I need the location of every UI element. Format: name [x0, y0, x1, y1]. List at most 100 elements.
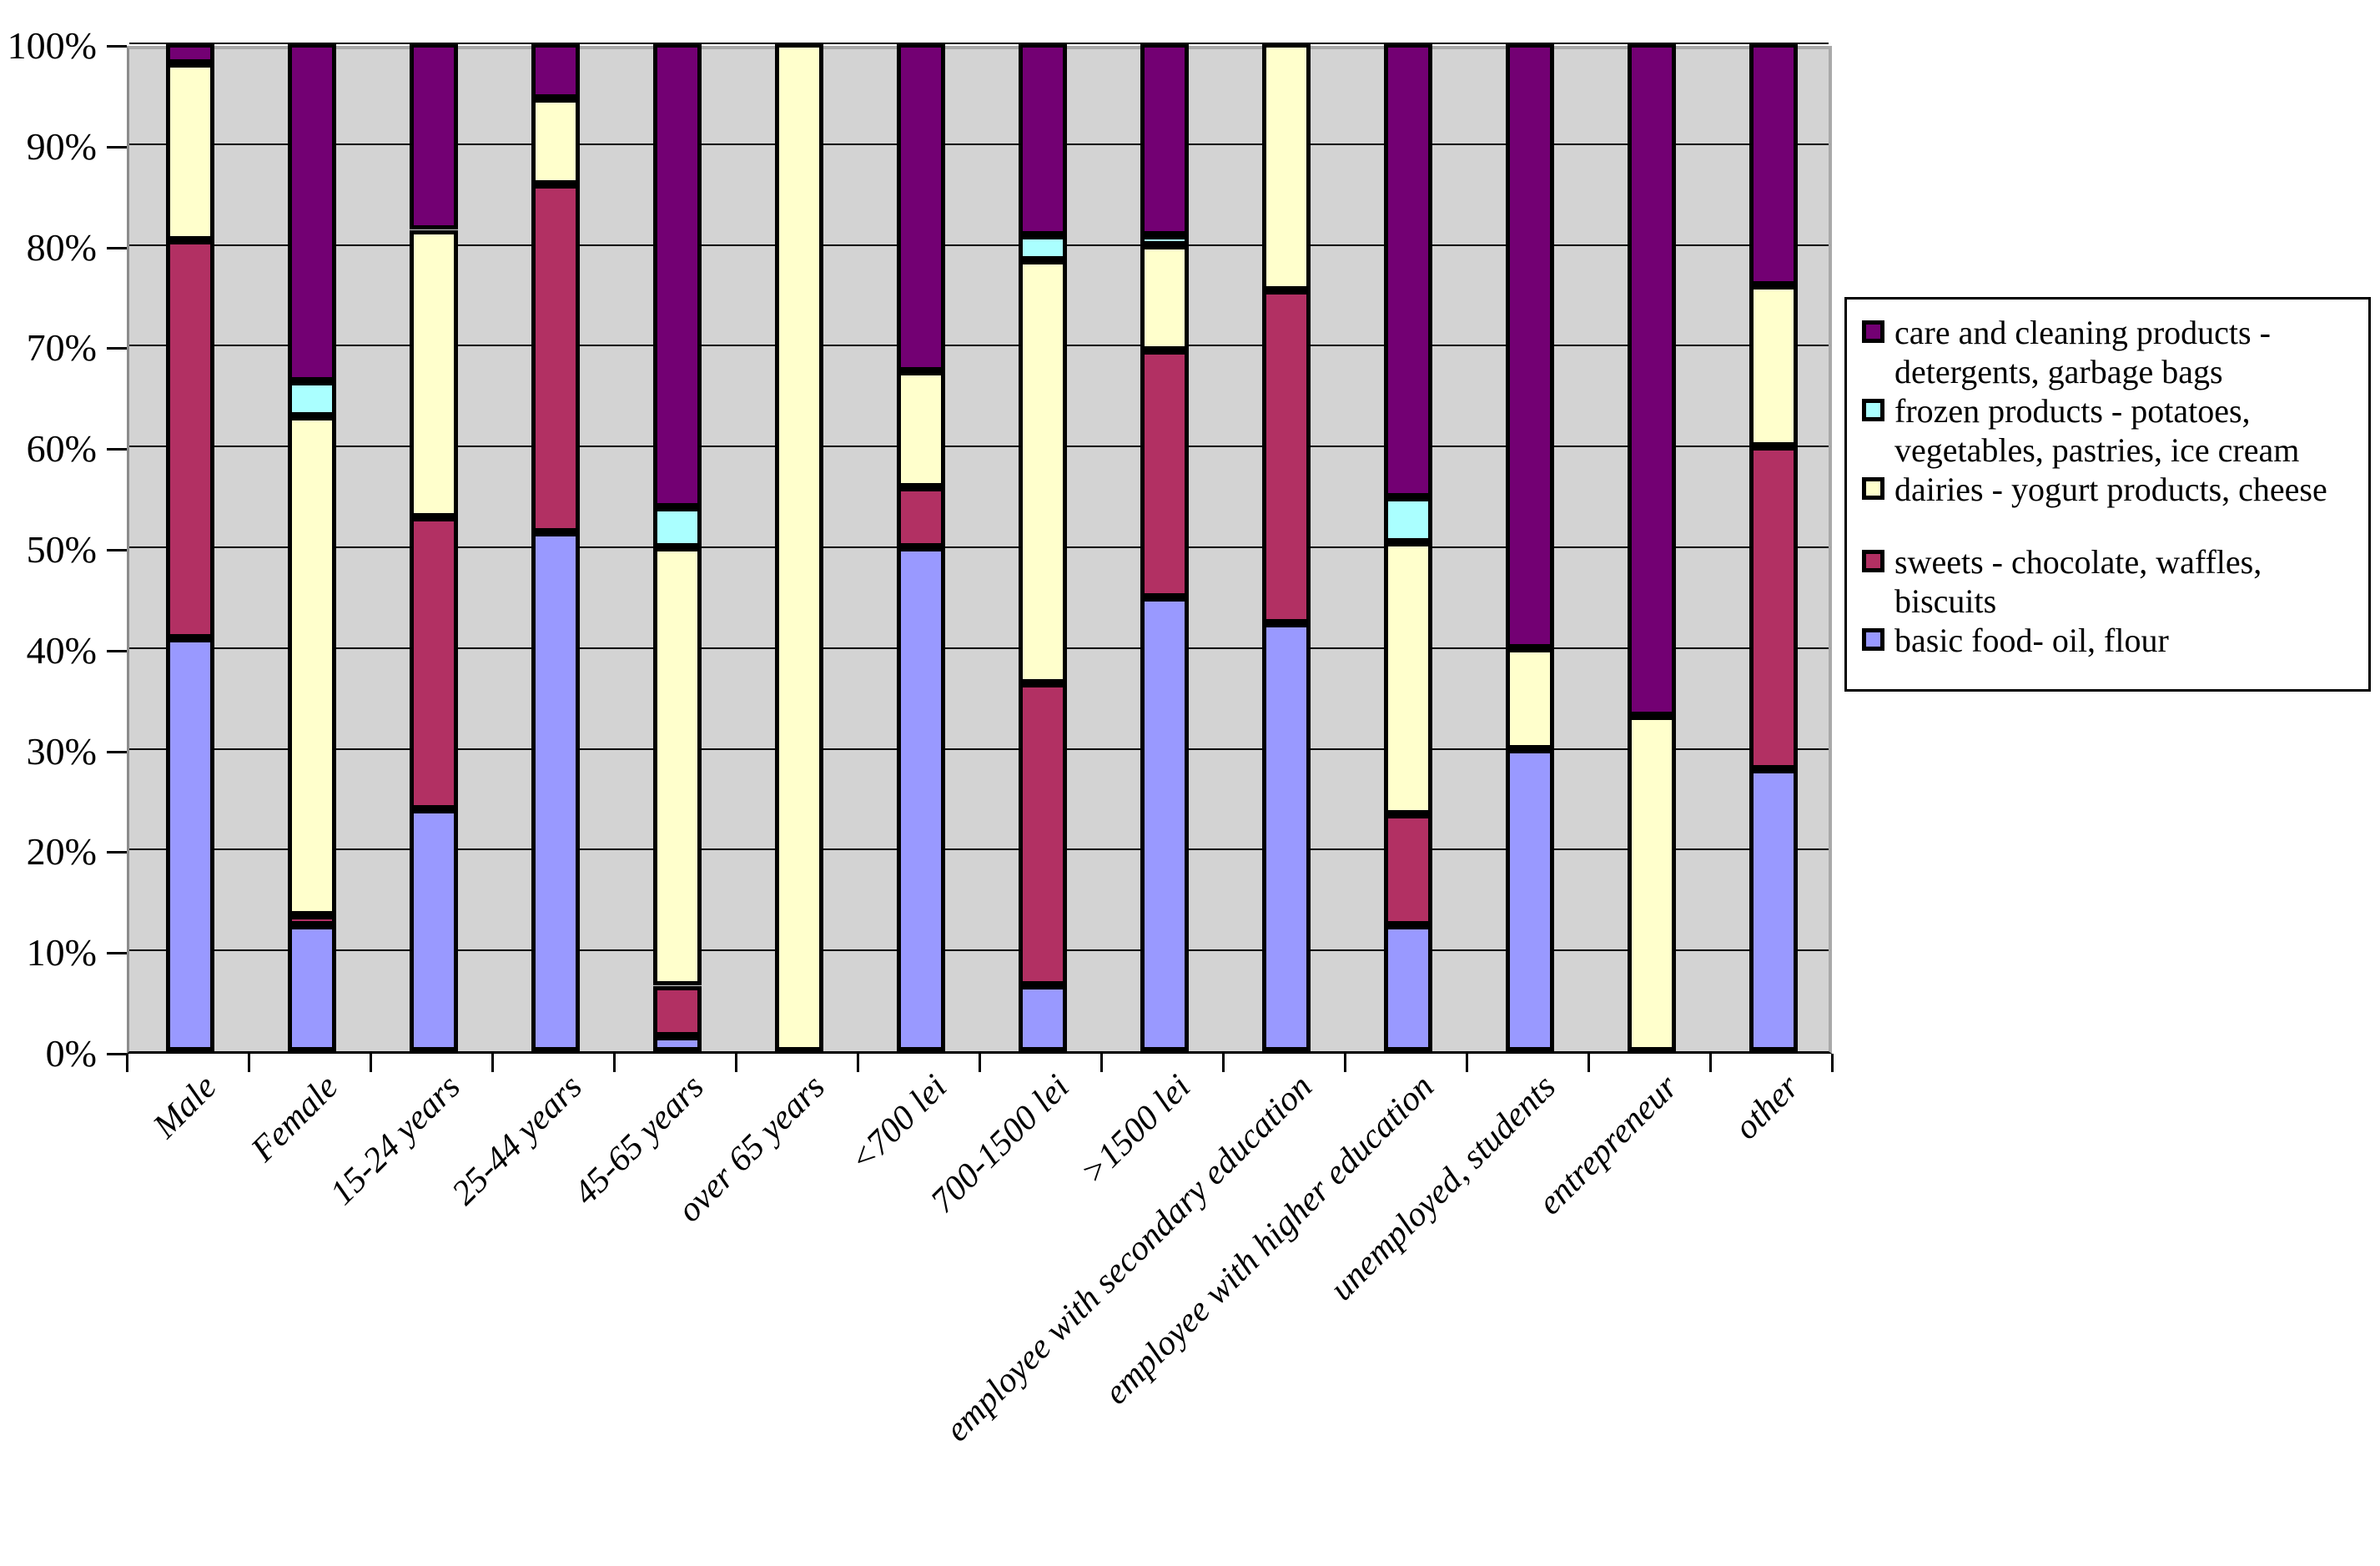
bar-segment-frozen [1140, 234, 1189, 245]
bar-segment-sweets [531, 184, 580, 532]
bar-segment-care [1019, 43, 1067, 235]
x-axis-tick [613, 1054, 616, 1072]
legend-label-line: vegetables, pastries, ice cream [1894, 431, 2300, 469]
bar-segment-frozen [653, 506, 702, 547]
bar-segment-basic_food [288, 925, 336, 1051]
bar-segment-care [1140, 43, 1189, 235]
y-axis-tick-label: 80% [26, 225, 97, 269]
bar-segment-dairies [1506, 647, 1554, 749]
x-axis-tick [1831, 1054, 1834, 1072]
plot-area [127, 43, 1832, 1054]
bar-segment-dairies [775, 43, 823, 1051]
x-axis-tick [1222, 1054, 1225, 1072]
gridline [129, 345, 1829, 347]
bar-segment-care [288, 43, 336, 381]
legend-swatch-basic_food-icon [1862, 628, 1884, 651]
y-axis-tick [107, 448, 127, 451]
x-axis-tick [491, 1054, 494, 1072]
x-axis-label: other [1728, 1067, 1808, 1147]
bar-segment-care [1749, 43, 1798, 285]
x-axis-tick [735, 1054, 737, 1072]
bar-segment-dairies [1140, 244, 1189, 351]
y-axis-tick [107, 549, 127, 551]
x-axis-label: 25-44 years [444, 1067, 590, 1213]
bar-11 [1384, 43, 1432, 1051]
bar-segment-sweets [410, 516, 458, 810]
legend-swatch-dairies-icon [1862, 477, 1884, 500]
bar-segment-sweets [1019, 683, 1067, 986]
y-axis-tick [107, 347, 127, 350]
legend-label-line: sweets - chocolate, waffles, [1894, 543, 2262, 581]
bar-segment-frozen [288, 380, 336, 416]
x-axis-tick [126, 1054, 128, 1072]
bar-segment-basic_food [531, 531, 580, 1051]
bar-segment-care [1628, 43, 1676, 716]
x-axis-tick [1466, 1054, 1468, 1072]
y-axis-tick-label: 10% [26, 931, 97, 974]
bar-9 [1140, 43, 1189, 1051]
legend-label: sweets - chocolate, waffles, biscuits [1894, 542, 2262, 621]
bar-segment-basic_food [166, 637, 214, 1051]
bar-2 [288, 43, 336, 1051]
y-axis-tick-label: 20% [26, 830, 97, 874]
gridline [129, 546, 1829, 548]
bar-segment-care [1384, 43, 1432, 497]
gridline [129, 143, 1829, 145]
bar-segment-sweets [897, 486, 945, 547]
x-axis-label: unemployed, students [1323, 1067, 1564, 1308]
x-axis-label: 15-24 years [322, 1067, 468, 1213]
bar-8 [1019, 43, 1067, 1051]
bar-segment-dairies [1749, 284, 1798, 447]
x-axis-label: Female [244, 1067, 346, 1170]
x-axis-tick [248, 1054, 250, 1072]
bar-segment-dairies [288, 415, 336, 915]
x-axis-tick [979, 1054, 981, 1072]
bar-5 [653, 43, 702, 1051]
bar-12 [1506, 43, 1554, 1051]
bar-segment-sweets [1749, 446, 1798, 769]
bar-segment-dairies [1262, 43, 1311, 290]
y-axis-tick [107, 246, 127, 249]
bar-segment-dairies [1019, 259, 1067, 684]
bar-segment-sweets [166, 239, 214, 638]
x-axis-tick [1588, 1054, 1590, 1072]
bar-segment-care [531, 43, 580, 99]
bar-segment-frozen [1384, 496, 1432, 542]
legend-item-sweets: sweets - chocolate, waffles, biscuits [1862, 542, 2357, 621]
y-axis-tick [107, 952, 127, 955]
bar-segment-care [410, 43, 458, 230]
bar-segment-dairies [897, 370, 945, 487]
bar-6 [775, 43, 823, 1051]
bar-segment-basic_food [897, 547, 945, 1051]
y-axis-tick-label: 90% [26, 124, 97, 168]
y-axis-tick [107, 649, 127, 652]
bar-14 [1749, 43, 1798, 1051]
legend-label-line: dairies - yogurt products, cheese [1894, 471, 2327, 508]
x-axis-tick [370, 1054, 372, 1072]
legend-label-line: biscuits [1894, 582, 1997, 620]
gridline [129, 446, 1829, 448]
x-axis-tick [1100, 1054, 1103, 1072]
x-axis-tick [1344, 1054, 1346, 1072]
y-axis-tick-label: 70% [26, 326, 97, 370]
legend-item-care: care and cleaning products - detergents, … [1862, 313, 2357, 391]
bar-segment-sweets [1384, 814, 1432, 925]
legend-label: basic food- oil, flour [1894, 621, 2169, 660]
bar-segment-sweets [1140, 350, 1189, 598]
y-axis-tick-label: 40% [26, 628, 97, 672]
bar-segment-dairies [1384, 541, 1432, 815]
bar-segment-sweets [1262, 290, 1311, 623]
bar-segment-basic_food [1019, 985, 1067, 1051]
legend-label-line: basic food- oil, flour [1894, 622, 2169, 659]
x-axis-label: <700 lei [843, 1067, 955, 1180]
gridline [129, 244, 1829, 246]
legend-item-basic_food: basic food- oil, flour [1862, 621, 2357, 660]
bar-1 [166, 43, 214, 1051]
bar-segment-basic_food [1506, 748, 1554, 1051]
bar-segment-dairies [166, 63, 214, 240]
y-axis-tick-label: 50% [26, 528, 97, 571]
bar-segment-frozen [1019, 234, 1067, 260]
bar-segment-dairies [410, 229, 458, 517]
y-axis-tick [107, 1053, 127, 1055]
